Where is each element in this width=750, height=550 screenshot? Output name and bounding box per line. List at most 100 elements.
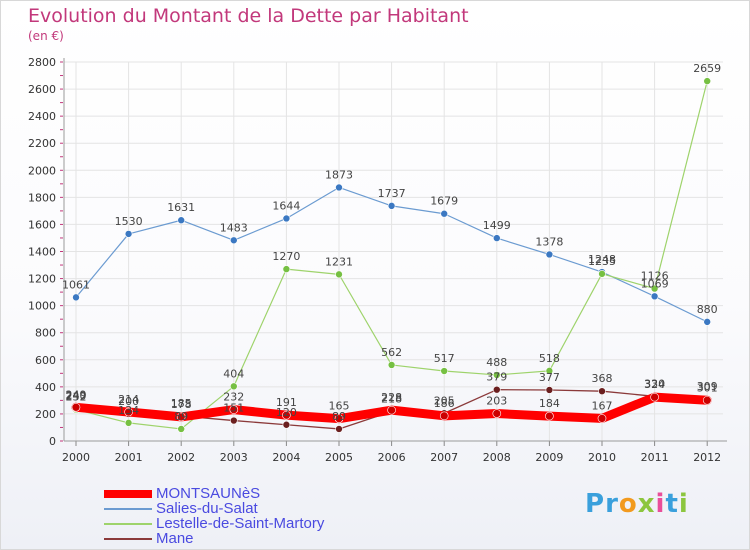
data-label: 232 bbox=[66, 391, 87, 404]
data-point bbox=[124, 407, 133, 417]
data-point bbox=[177, 216, 185, 225]
y-tick-label: 2600 bbox=[28, 83, 56, 96]
data-point bbox=[492, 385, 501, 394]
legend-label: MONTSAUNèS bbox=[156, 485, 261, 502]
data-label: 1679 bbox=[430, 195, 458, 208]
data-point bbox=[703, 318, 712, 326]
data-label: 1235 bbox=[588, 255, 616, 268]
data-point bbox=[230, 236, 238, 245]
y-tick-label: 1600 bbox=[28, 218, 56, 231]
data-label: 562 bbox=[381, 346, 402, 359]
data-point bbox=[650, 392, 659, 402]
data-label: 89 bbox=[332, 410, 346, 423]
data-point bbox=[492, 234, 501, 242]
data-point bbox=[177, 425, 185, 433]
logo-letter: i bbox=[678, 489, 689, 519]
data-point bbox=[176, 412, 186, 422]
data-label: 232 bbox=[223, 391, 244, 404]
legend-swatch bbox=[104, 538, 152, 540]
logo-letter: i bbox=[655, 489, 666, 519]
y-tick-label: 0 bbox=[49, 435, 56, 448]
data-label: 134 bbox=[118, 404, 139, 417]
data-point bbox=[282, 265, 291, 273]
data-label: 1248 bbox=[588, 253, 616, 266]
data-point bbox=[229, 405, 239, 414]
data-label: 240 bbox=[66, 390, 87, 403]
x-tick-label: 2006 bbox=[378, 451, 406, 464]
data-point bbox=[335, 270, 343, 279]
data-point bbox=[282, 410, 291, 420]
data-point bbox=[545, 386, 554, 394]
y-tick-label: 2200 bbox=[28, 137, 56, 150]
data-label: 151 bbox=[223, 402, 244, 415]
data-point bbox=[703, 77, 712, 85]
y-tick-label: 200 bbox=[35, 408, 56, 421]
y-tick-label: 1200 bbox=[28, 273, 56, 286]
x-tick-label: 2011 bbox=[641, 451, 669, 464]
y-tick-label: 2400 bbox=[28, 110, 56, 123]
y-tick-label: 1800 bbox=[28, 191, 56, 204]
x-tick-label: 2002 bbox=[167, 451, 195, 464]
data-point bbox=[71, 402, 81, 412]
data-label: 1378 bbox=[535, 235, 563, 248]
legend: MONTSAUNèS Salies-du-Salat Lestelle-de-Sai… bbox=[104, 485, 424, 547]
data-label: 404 bbox=[223, 367, 244, 380]
data-label: 191 bbox=[276, 396, 297, 409]
x-tick-label: 2010 bbox=[588, 451, 616, 464]
data-label: 379 bbox=[486, 371, 507, 384]
data-label: 203 bbox=[486, 395, 507, 408]
data-label: 1270 bbox=[272, 250, 300, 263]
data-point bbox=[492, 409, 502, 418]
data-label: 167 bbox=[592, 399, 613, 412]
data-point bbox=[334, 414, 344, 423]
data-point bbox=[387, 361, 396, 369]
data-point bbox=[72, 293, 80, 302]
legend-swatch bbox=[104, 508, 152, 510]
legend-item: Mane bbox=[104, 530, 424, 547]
y-tick-label: 2000 bbox=[28, 164, 56, 177]
data-point bbox=[597, 414, 607, 423]
data-label: 186 bbox=[434, 397, 455, 410]
x-tick-label: 2004 bbox=[272, 451, 300, 464]
data-point bbox=[282, 214, 291, 223]
data-label: 185 bbox=[171, 397, 192, 410]
data-point bbox=[230, 382, 238, 391]
data-point bbox=[440, 367, 449, 375]
logo-letter: t bbox=[665, 489, 679, 519]
data-label: 205 bbox=[434, 394, 455, 407]
data-point bbox=[124, 230, 133, 238]
data-point bbox=[545, 411, 554, 421]
data-label: 165 bbox=[329, 400, 350, 413]
x-tick-label: 2003 bbox=[220, 451, 248, 464]
y-tick-label: 2800 bbox=[28, 56, 56, 69]
data-label: 218 bbox=[381, 392, 402, 405]
x-tick-label: 2005 bbox=[325, 451, 353, 464]
legend-item: Lestelle-de-Saint-Martory bbox=[104, 515, 424, 532]
data-point bbox=[598, 270, 606, 278]
data-label: 249 bbox=[66, 388, 87, 401]
data-label: 330 bbox=[644, 377, 665, 390]
y-tick-label: 1400 bbox=[28, 246, 56, 259]
data-label: 1483 bbox=[220, 221, 248, 234]
x-tick-label: 2008 bbox=[483, 451, 511, 464]
logo-letter: P bbox=[585, 489, 606, 519]
legend-label: Mane bbox=[156, 530, 194, 547]
data-point bbox=[545, 367, 554, 375]
x-tick-label: 2000 bbox=[62, 451, 90, 464]
legend-swatch bbox=[104, 490, 152, 498]
data-label: 89 bbox=[174, 410, 188, 423]
data-label: 1499 bbox=[483, 219, 511, 232]
data-point bbox=[545, 250, 554, 259]
y-tick-label: 800 bbox=[35, 327, 56, 340]
data-label: 228 bbox=[381, 391, 402, 404]
logo-letter: x bbox=[637, 489, 656, 519]
data-label: 488 bbox=[486, 356, 507, 369]
data-point bbox=[702, 395, 712, 405]
legend-label: Salies-du-Salat bbox=[156, 500, 258, 517]
data-label: 120 bbox=[276, 406, 297, 419]
data-point bbox=[387, 405, 396, 415]
data-label: 309 bbox=[697, 380, 718, 393]
data-point bbox=[230, 416, 238, 425]
legend-swatch bbox=[104, 523, 152, 525]
x-tick-label: 2007 bbox=[430, 451, 458, 464]
